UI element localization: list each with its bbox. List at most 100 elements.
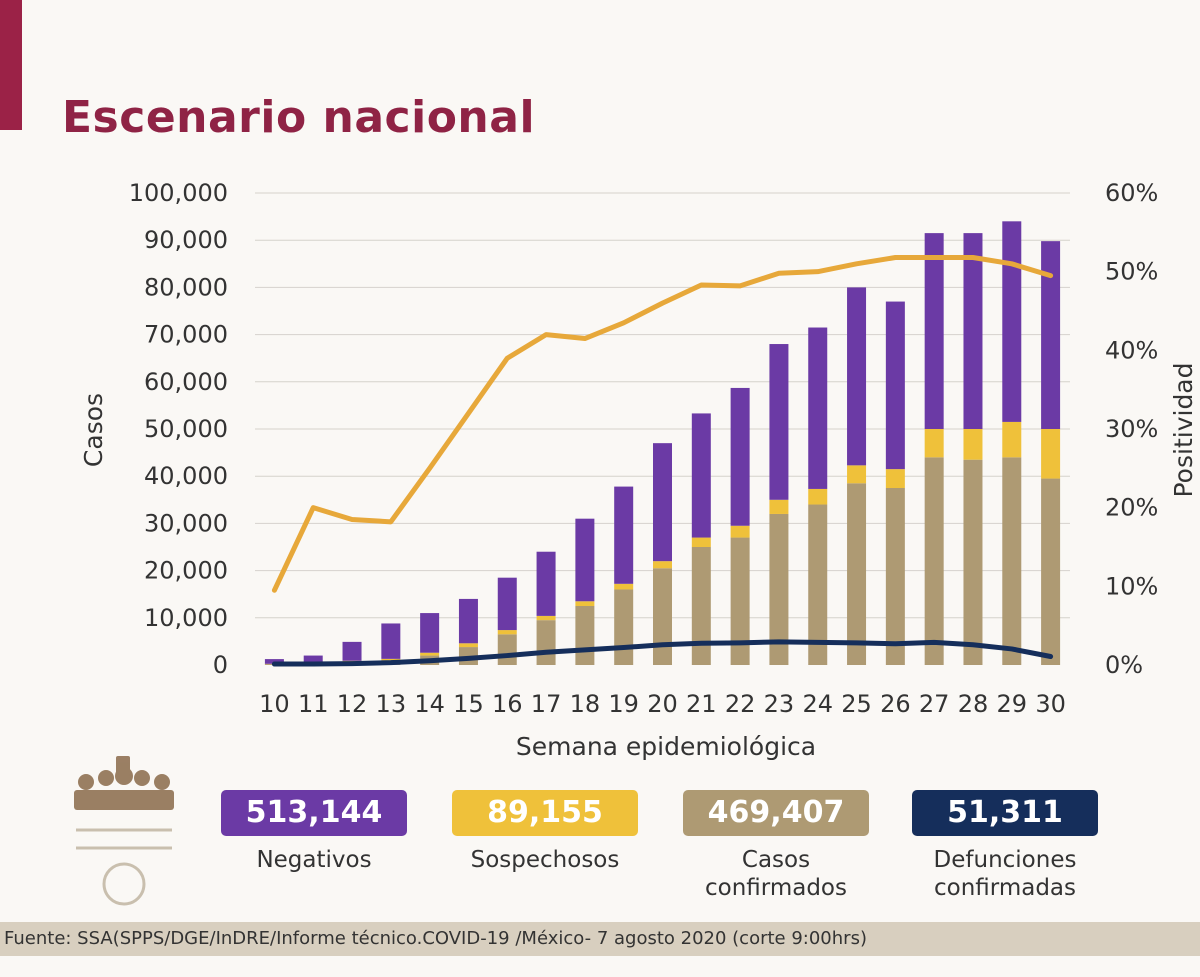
bar-confirmados: [847, 483, 867, 665]
bar-sospechosos: [730, 525, 750, 538]
bar-negativos: [885, 301, 905, 470]
bar-sospechosos: [1041, 429, 1061, 479]
y-tick-label: 20,000: [144, 557, 228, 585]
x-tick-label: 28: [958, 690, 989, 718]
stat-casos-confirmados: 469,407 Casos confirmados: [683, 790, 869, 902]
source-footer: Fuente: SSA(SPPS/DGE/InDRE/Informe técni…: [0, 922, 1200, 956]
stat-label-line: Sospechosos: [470, 847, 620, 873]
bar-confirmados: [575, 606, 595, 665]
bar-negativos: [264, 659, 284, 664]
bar-negativos: [808, 327, 828, 489]
bar-sospechosos: [963, 429, 983, 460]
bar-negativos: [342, 641, 362, 661]
bar-sospechosos: [420, 652, 440, 656]
stat-value: 89,155: [452, 790, 638, 836]
bar-sospechosos: [885, 469, 905, 488]
x-tick-label: 26: [880, 690, 911, 718]
x-tick-label: 14: [414, 690, 445, 718]
bar-confirmados: [769, 513, 789, 665]
bar-confirmados: [963, 459, 983, 665]
bar-confirmados: [730, 537, 750, 665]
x-tick-label: 30: [1035, 690, 1066, 718]
page-title: Escenario nacional: [62, 92, 536, 143]
bar-negativos: [575, 518, 595, 602]
x-tick-label: 18: [570, 690, 601, 718]
stat-label: Casos confirmados: [683, 846, 869, 902]
bar-sospechosos: [458, 643, 478, 648]
chart: 0 10,000 20,000 30,000 40,000 50,000 60,000 70,…: [79, 179, 1198, 761]
bar-sospechosos: [575, 601, 595, 606]
stat-value: 513,144: [221, 790, 407, 836]
bar-negativos: [730, 387, 750, 526]
y-tick-label: 10,000: [144, 604, 228, 632]
stat-label-line: confirmados: [705, 875, 847, 901]
x-tick-label: 17: [531, 690, 562, 718]
bar-negativos: [497, 577, 517, 631]
bar-negativos: [769, 344, 789, 500]
bar-negativos: [847, 287, 867, 466]
y-tick-label: 50,000: [144, 415, 228, 443]
x-tick-label: 23: [764, 690, 795, 718]
bar-confirmados: [808, 504, 828, 665]
bar-sospechosos: [381, 658, 401, 661]
bar-sospechosos: [769, 499, 789, 514]
x-tick-label: 12: [337, 690, 368, 718]
bar-negativos: [963, 233, 983, 429]
bar-negativos: [614, 486, 634, 584]
y-tick-label: 90,000: [144, 226, 228, 254]
stat-negativos: 513,144 Negativos: [221, 790, 407, 874]
x-tick-label: 20: [647, 690, 678, 718]
x-tick-label: 24: [802, 690, 833, 718]
stat-label: Sospechosos: [452, 846, 638, 874]
bar-confirmados: [691, 547, 711, 665]
y-tick-label: 100,000: [129, 179, 228, 207]
bar-sospechosos: [497, 630, 517, 635]
bar-sospechosos: [847, 465, 867, 484]
bars: [264, 221, 1061, 665]
y-tick-label: 40,000: [144, 462, 228, 490]
bar-negativos: [1041, 241, 1061, 429]
bar-negativos: [458, 598, 478, 644]
x-axis-title: Semana epidemiológica: [516, 732, 816, 761]
bar-negativos: [303, 655, 323, 663]
line-positividad: [271, 255, 1054, 593]
y2-tick-label: 30%: [1105, 415, 1158, 443]
x-tick-label: 10: [259, 690, 290, 718]
bar-sospechosos: [1002, 421, 1022, 458]
y2-tick-label: 50%: [1105, 258, 1158, 286]
y-tick-label: 80,000: [144, 273, 228, 301]
bar-confirmados: [924, 457, 944, 665]
bar-sospechosos: [653, 561, 672, 569]
bar-negativos: [653, 443, 672, 562]
y-tick-label: 0: [213, 651, 228, 679]
stat-label-line: confirmadas: [933, 875, 1076, 901]
stat-label: Defunciones confirmadas: [912, 846, 1098, 902]
bar-negativos: [420, 613, 440, 653]
bar-confirmados: [1041, 478, 1061, 665]
bar-negativos: [691, 413, 711, 538]
y2-tick-label: 20%: [1105, 494, 1158, 522]
x-tick-label: 13: [376, 690, 407, 718]
series-lines: [271, 255, 1054, 667]
x-tick-label: 16: [492, 690, 523, 718]
tick-labels: 0 10,000 20,000 30,000 40,000 50,000 60,000 70,…: [129, 179, 1159, 718]
x-tick-label: 25: [841, 690, 872, 718]
y-tick-label: 60,000: [144, 368, 228, 396]
bar-confirmados: [885, 488, 905, 665]
bar-confirmados: [536, 620, 556, 665]
corner-accent-bar: [0, 0, 22, 130]
stat-label-line: Defunciones: [933, 847, 1077, 873]
bar-confirmados: [653, 568, 672, 665]
bar-sospechosos: [536, 615, 556, 621]
bar-negativos: [924, 233, 944, 429]
stat-label-line: Casos: [741, 847, 811, 873]
y2-tick-label: 0%: [1105, 651, 1143, 679]
y2-tick-label: 10%: [1105, 572, 1158, 600]
bar-confirmados: [497, 634, 517, 665]
x-tick-label: 27: [919, 690, 950, 718]
bar-sospechosos: [614, 583, 634, 590]
bar-sospechosos: [924, 429, 944, 458]
x-tick-label: 22: [725, 690, 756, 718]
line-defunciones: [271, 639, 1054, 667]
y2-axis-title: Positividad: [1169, 363, 1198, 498]
